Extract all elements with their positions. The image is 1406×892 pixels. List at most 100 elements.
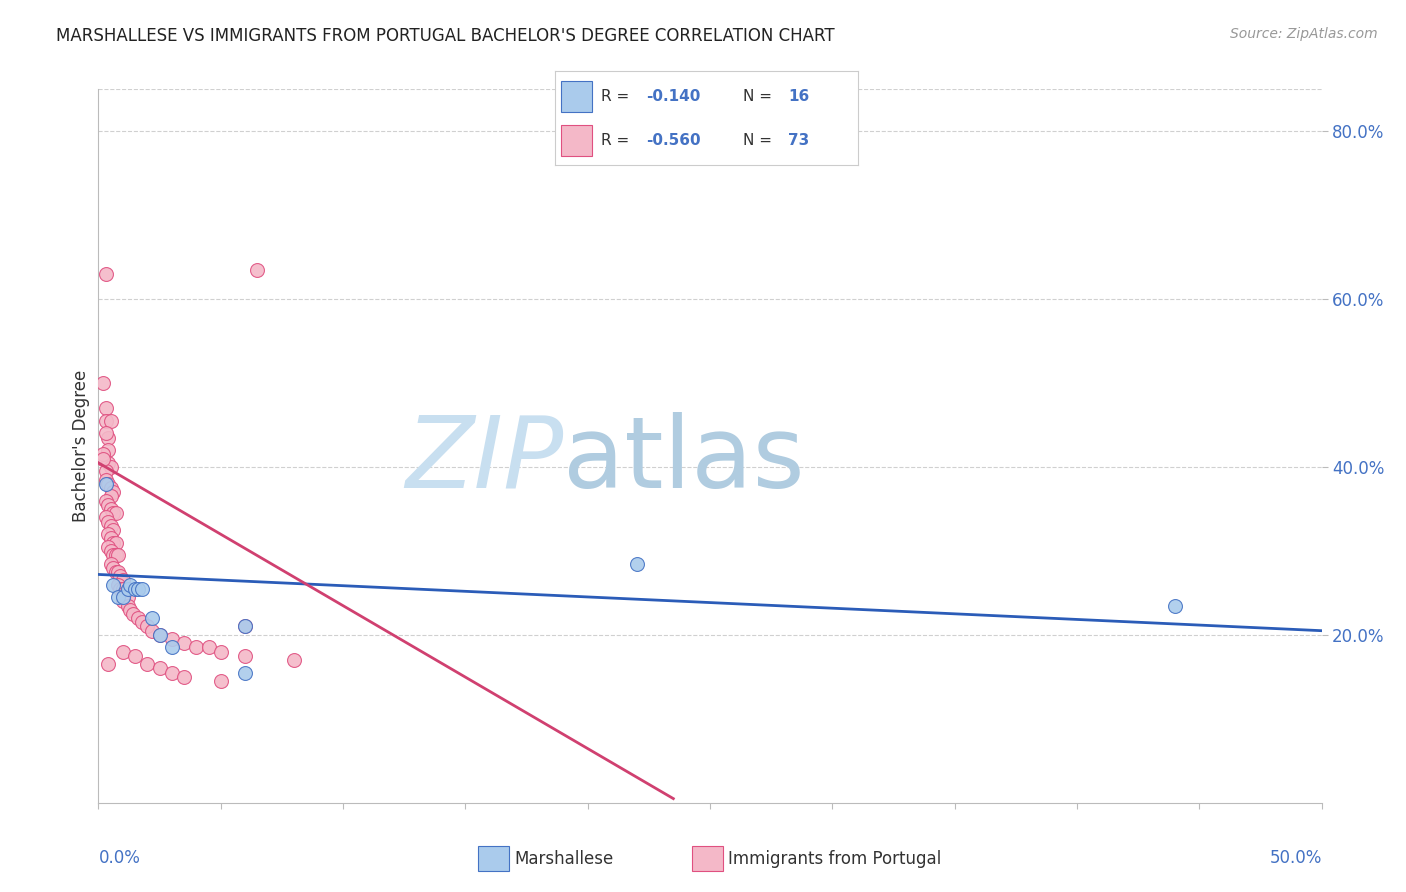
Point — [104, 535, 127, 549]
Point — [1164, 599, 1187, 613]
Point — [110, 569, 132, 583]
Point — [101, 523, 124, 537]
Point — [120, 577, 142, 591]
Point — [283, 653, 305, 667]
Point — [107, 548, 129, 562]
Point — [97, 527, 120, 541]
Text: 16: 16 — [789, 88, 810, 103]
Point — [173, 670, 195, 684]
Point — [94, 464, 117, 478]
Point — [124, 582, 146, 596]
Point — [131, 615, 153, 630]
Point — [626, 557, 648, 571]
Point — [110, 582, 132, 596]
Point — [101, 577, 124, 591]
Point — [91, 451, 114, 466]
Point — [101, 535, 124, 549]
Point — [94, 473, 117, 487]
Point — [94, 426, 117, 441]
Point — [97, 540, 120, 554]
Text: R =: R = — [600, 133, 634, 148]
Point — [97, 657, 120, 672]
Bar — [561, 125, 592, 156]
Point — [111, 574, 134, 588]
Point — [101, 560, 124, 574]
Point — [111, 594, 134, 608]
Text: 50.0%: 50.0% — [1270, 849, 1322, 867]
Point — [117, 590, 139, 604]
Point — [160, 632, 183, 646]
Bar — [561, 81, 592, 112]
Text: N =: N = — [742, 88, 776, 103]
Point — [91, 376, 114, 390]
Y-axis label: Bachelor's Degree: Bachelor's Degree — [72, 370, 90, 522]
Point — [117, 582, 139, 596]
Point — [233, 665, 256, 680]
Point — [127, 611, 149, 625]
Text: -0.140: -0.140 — [647, 88, 700, 103]
Point — [107, 577, 129, 591]
Point — [141, 624, 163, 638]
Point — [111, 590, 134, 604]
Point — [100, 502, 122, 516]
Point — [121, 607, 143, 621]
Point — [97, 443, 120, 458]
Point — [114, 586, 136, 600]
Text: Marshallese: Marshallese — [515, 849, 614, 868]
Point — [100, 532, 122, 546]
Point — [141, 611, 163, 625]
Point — [233, 619, 256, 633]
Point — [100, 460, 122, 475]
Point — [101, 506, 124, 520]
Point — [91, 447, 114, 461]
Point — [101, 485, 124, 500]
Point — [149, 628, 172, 642]
Point — [100, 489, 122, 503]
Bar — [692, 847, 723, 871]
Point — [136, 657, 159, 672]
Point — [97, 431, 120, 445]
Point — [94, 493, 117, 508]
Text: 0.0%: 0.0% — [98, 849, 141, 867]
Text: R =: R = — [600, 88, 634, 103]
Point — [131, 582, 153, 596]
Point — [104, 565, 127, 579]
Point — [94, 414, 117, 428]
Point — [149, 628, 172, 642]
Text: ZIP: ZIP — [405, 412, 564, 508]
Point — [94, 401, 117, 416]
Point — [246, 262, 269, 277]
Point — [100, 414, 122, 428]
Point — [104, 506, 127, 520]
Point — [107, 590, 129, 604]
Text: Immigrants from Portugal: Immigrants from Portugal — [728, 849, 942, 868]
Point — [100, 518, 122, 533]
Point — [209, 674, 232, 689]
Text: MARSHALLESE VS IMMIGRANTS FROM PORTUGAL BACHELOR'S DEGREE CORRELATION CHART: MARSHALLESE VS IMMIGRANTS FROM PORTUGAL … — [56, 27, 835, 45]
Point — [124, 648, 146, 663]
Point — [136, 619, 159, 633]
Point — [120, 603, 142, 617]
Text: atlas: atlas — [564, 412, 804, 508]
Point — [104, 548, 127, 562]
Point — [160, 665, 183, 680]
Point — [94, 510, 117, 524]
Point — [186, 640, 208, 655]
Text: Source: ZipAtlas.com: Source: ZipAtlas.com — [1230, 27, 1378, 41]
Bar — [478, 847, 509, 871]
Point — [111, 582, 134, 596]
Point — [100, 557, 122, 571]
Point — [100, 481, 122, 495]
Point — [97, 498, 120, 512]
Point — [149, 661, 172, 675]
Point — [117, 599, 139, 613]
Point — [111, 645, 134, 659]
Text: 73: 73 — [789, 133, 810, 148]
Point — [127, 582, 149, 596]
Point — [97, 456, 120, 470]
Point — [160, 640, 183, 655]
Point — [233, 619, 256, 633]
Point — [233, 648, 256, 663]
Point — [97, 476, 120, 491]
Point — [197, 640, 219, 655]
